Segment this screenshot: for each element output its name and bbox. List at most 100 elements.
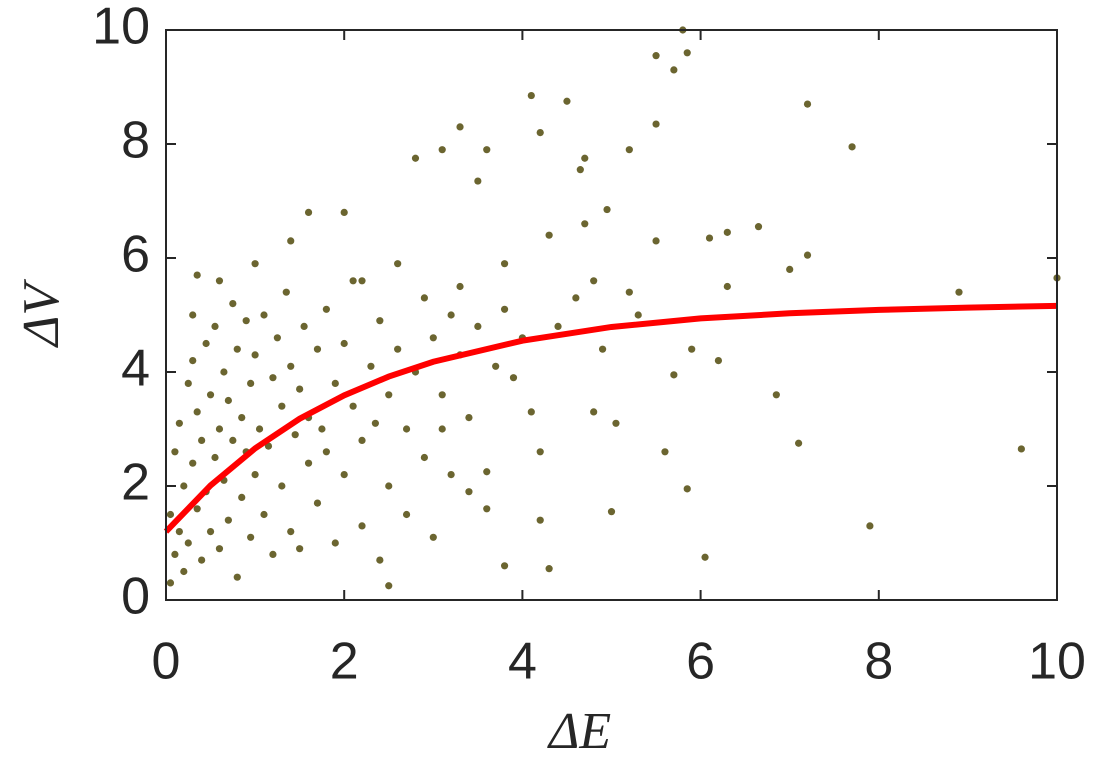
- scatter-point: [572, 294, 580, 302]
- scatter-point: [238, 493, 246, 501]
- scatter-point: [198, 436, 206, 444]
- scatter-point: [492, 362, 500, 370]
- scatter-point: [211, 453, 219, 462]
- scatter-point: [447, 471, 455, 479]
- scatter-point: [866, 522, 874, 530]
- x-tick-label: 2: [330, 633, 359, 691]
- scatter-point: [803, 100, 812, 108]
- scatter-point: [229, 300, 237, 308]
- scatter-point: [171, 550, 179, 559]
- scatter-point: [652, 120, 660, 128]
- scatter-point: [527, 91, 535, 100]
- scatter-point: [723, 282, 731, 291]
- scatter-point: [554, 322, 562, 330]
- scatter-point: [255, 425, 264, 433]
- scatter-point: [429, 533, 437, 541]
- scatter-point: [184, 539, 192, 547]
- scatter-point: [465, 488, 473, 496]
- scatter-point: [420, 453, 428, 462]
- scatter-point: [385, 391, 393, 399]
- scatter-point: [483, 146, 491, 154]
- scatter-point: [349, 402, 357, 410]
- scatter-point: [500, 260, 509, 268]
- scatter-point: [233, 345, 241, 353]
- scatter-point: [180, 567, 188, 576]
- scatter-point: [296, 545, 304, 553]
- y-tick-label: 4: [121, 340, 150, 398]
- scatter-point: [500, 562, 509, 570]
- scatter-point: [723, 228, 731, 236]
- scatter-point: [474, 177, 482, 185]
- x-tick-label: 0: [152, 633, 181, 691]
- scatter-point: [683, 485, 691, 493]
- scatter-point: [402, 510, 411, 519]
- y-axis-label: ΔV: [13, 279, 70, 349]
- scatter-point: [581, 220, 589, 228]
- x-tick-label: 6: [686, 633, 715, 691]
- scatter-point: [590, 277, 598, 285]
- scatter-point: [786, 265, 794, 273]
- scatter-point: [211, 322, 219, 330]
- scatter-point: [545, 565, 553, 573]
- y-tick-label: 8: [121, 112, 150, 170]
- scatter-point: [536, 516, 544, 524]
- scatter-point: [1017, 445, 1025, 453]
- scatter-point: [652, 237, 660, 245]
- scatter-point: [603, 205, 611, 214]
- scatter-point: [224, 396, 232, 405]
- scatter-point: [247, 533, 255, 541]
- scatter-point: [509, 374, 518, 382]
- scatter-point: [184, 379, 192, 387]
- scatter-point: [220, 368, 228, 376]
- scatter-point: [563, 97, 571, 105]
- scatter-point: [175, 528, 183, 536]
- scatter-point: [260, 311, 268, 319]
- scatter-point: [242, 317, 250, 325]
- y-tick-label: 10: [92, 0, 150, 56]
- scatter-point: [581, 154, 589, 162]
- scatter-point: [304, 208, 313, 216]
- scatter-point: [465, 414, 473, 422]
- scatter-point: [705, 234, 714, 242]
- scatter-point: [848, 143, 856, 151]
- x-tick-label: 10: [1028, 633, 1086, 691]
- scatter-point: [193, 408, 201, 416]
- scatter-point: [447, 311, 455, 319]
- scatter-point: [238, 414, 246, 422]
- scatter-point: [251, 471, 259, 479]
- scatter-point: [500, 305, 509, 313]
- scatter-point: [483, 505, 491, 513]
- scatter-point: [202, 339, 210, 348]
- scatter-point: [474, 322, 482, 330]
- scatter-point: [193, 505, 201, 513]
- scatter-point: [300, 322, 308, 330]
- scatter-point: [598, 345, 607, 353]
- scatter-point: [175, 419, 183, 427]
- scatter-point: [456, 123, 464, 131]
- scatter-point: [803, 251, 812, 259]
- plot-frame: [165, 29, 1058, 601]
- scatter-point: [536, 129, 544, 137]
- scatter-point: [411, 154, 420, 162]
- scatter-point: [322, 448, 330, 456]
- scatter-point: [189, 311, 197, 319]
- scatter-point: [607, 508, 616, 516]
- scatter-point: [438, 146, 446, 154]
- scatter-point: [349, 277, 357, 285]
- scatter-point: [180, 482, 188, 490]
- scatter-point: [278, 482, 286, 490]
- scatter-point: [661, 448, 669, 456]
- scatter-point: [527, 408, 535, 416]
- scatter-point: [670, 66, 678, 74]
- scatter-point: [955, 288, 963, 296]
- scatter-point: [189, 459, 197, 467]
- scatter-point: [251, 260, 259, 268]
- scatter-point: [754, 223, 763, 231]
- scatter-point: [376, 317, 384, 325]
- scatter-point: [340, 208, 348, 216]
- scatter-point: [264, 442, 273, 450]
- scatter-point: [331, 539, 339, 547]
- scatter-point: [318, 425, 326, 433]
- scatter-point: [688, 345, 696, 353]
- scatter-point: [402, 425, 411, 433]
